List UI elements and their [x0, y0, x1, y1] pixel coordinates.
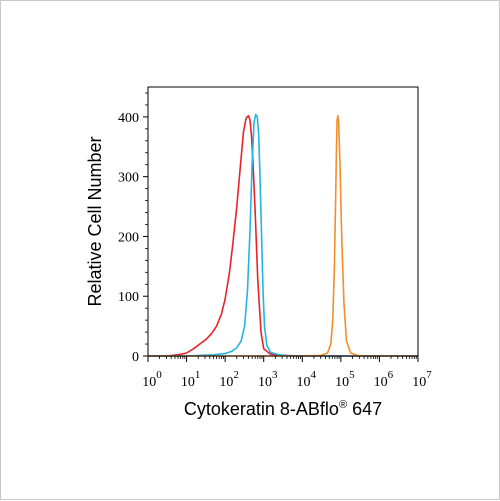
- axis-layer: [143, 86, 419, 362]
- x-tick-label: 105: [335, 369, 355, 390]
- x-tick-label: 100: [142, 369, 162, 390]
- series-line-1: [148, 114, 418, 357]
- series-line-2: [148, 113, 418, 357]
- plot-frame: [147, 86, 419, 357]
- series-layer: [148, 113, 418, 357]
- y-tick-label: 200: [118, 230, 139, 245]
- y-axis-title: Relative Cell Number: [85, 136, 105, 306]
- y-tick-label: 100: [118, 290, 139, 305]
- series-line-3: [148, 114, 418, 357]
- y-tick-label: 400: [118, 111, 139, 126]
- x-tick-label: 103: [258, 369, 278, 390]
- x-axis-title: Cytokeratin 8-ABflo® 647: [184, 399, 382, 419]
- x-tick-label: 107: [412, 369, 432, 390]
- x-tick-label: 101: [181, 369, 201, 390]
- x-tick-label: 104: [297, 369, 317, 390]
- y-tick-label: 300: [118, 171, 139, 186]
- x-tick-label: 106: [374, 369, 394, 390]
- x-tick-label: 102: [219, 369, 239, 390]
- y-tick-label: 0: [132, 350, 139, 365]
